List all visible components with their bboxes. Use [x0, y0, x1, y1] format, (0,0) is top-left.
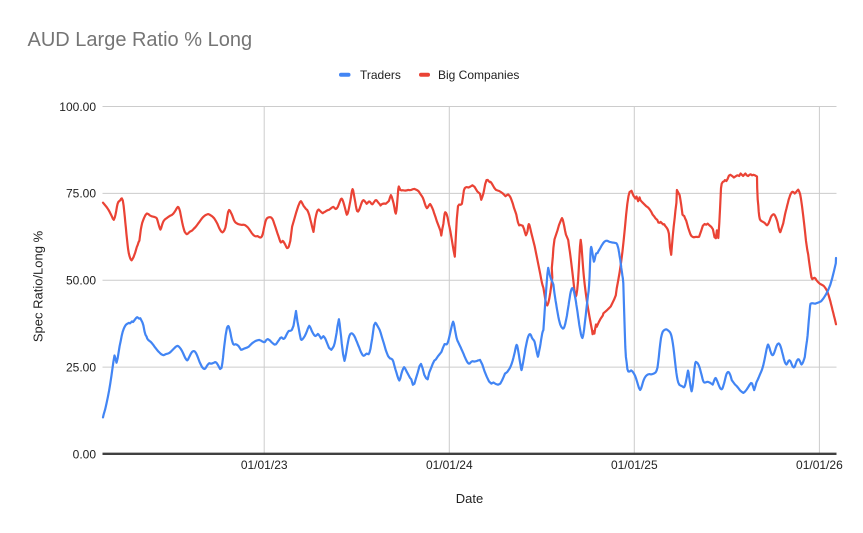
svg-text:01/01/26: 01/01/26: [796, 458, 843, 472]
svg-text:Big Companies: Big Companies: [438, 68, 519, 82]
svg-text:Spec Ratio/Long %: Spec Ratio/Long %: [31, 230, 46, 342]
svg-text:Date: Date: [456, 491, 483, 506]
svg-text:0.00: 0.00: [73, 447, 97, 461]
svg-text:25.00: 25.00: [66, 360, 96, 374]
svg-text:75.00: 75.00: [66, 187, 96, 201]
svg-text:01/01/24: 01/01/24: [426, 458, 473, 472]
svg-text:AUD Large Ratio % Long: AUD Large Ratio % Long: [28, 29, 253, 51]
svg-text:01/01/23: 01/01/23: [241, 458, 288, 472]
svg-text:Traders: Traders: [360, 68, 401, 82]
svg-text:100.00: 100.00: [59, 100, 96, 114]
svg-text:01/01/25: 01/01/25: [611, 458, 658, 472]
svg-text:50.00: 50.00: [66, 274, 96, 288]
